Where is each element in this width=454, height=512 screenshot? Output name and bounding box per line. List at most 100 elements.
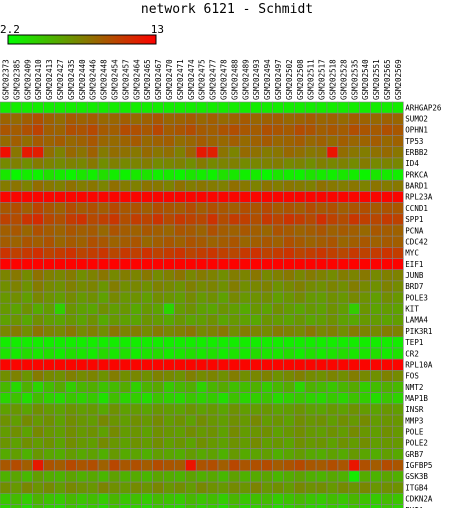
heatmap-cell <box>304 213 317 226</box>
heatmap-cell <box>0 481 12 494</box>
heatmap-cell <box>370 124 382 136</box>
heatmap-cell <box>315 504 328 512</box>
heatmap-cell <box>32 437 44 449</box>
heatmap-cell <box>152 258 164 270</box>
heatmap-cell <box>130 213 143 226</box>
heatmap-cell <box>315 325 328 338</box>
row-label: ITGB4 <box>405 483 428 492</box>
heatmap-cell <box>141 302 153 315</box>
heatmap-cell <box>43 302 55 315</box>
heatmap-cell <box>108 381 121 393</box>
heatmap-cell <box>228 470 241 483</box>
heatmap-cell <box>10 414 23 427</box>
heatmap-cell <box>76 370 88 382</box>
heatmap-cell <box>206 291 219 304</box>
heatmap-cell <box>272 124 284 136</box>
heatmap-cell <box>392 157 404 170</box>
heatmap-cell <box>315 392 328 405</box>
heatmap-cell <box>54 202 66 215</box>
heatmap-cell <box>348 347 360 360</box>
heatmap-cell <box>141 291 153 304</box>
heatmap-cell <box>130 325 143 338</box>
heatmap-cell <box>304 370 317 382</box>
heatmap-cell <box>108 124 121 136</box>
heatmap-cell <box>228 168 241 181</box>
heatmap-cell <box>293 224 306 237</box>
heatmap-cell <box>97 112 110 125</box>
heatmap-cell <box>54 459 66 472</box>
heatmap-cell <box>381 101 393 114</box>
heatmap-cell <box>141 191 153 203</box>
heatmap-cell <box>65 481 77 494</box>
heatmap-cell <box>392 269 404 282</box>
heatmap-cell <box>283 191 295 203</box>
heatmap-cell <box>348 224 360 237</box>
heatmap-cell <box>54 179 66 192</box>
heatmap-cell <box>239 135 252 148</box>
heatmap-cell <box>185 358 197 371</box>
heatmap-cell <box>217 358 230 371</box>
heatmap-cell <box>359 302 371 315</box>
heatmap-cell <box>108 459 121 472</box>
heatmap-cell <box>206 381 219 393</box>
heatmap-cell <box>272 224 284 237</box>
heatmap-cell <box>141 325 153 338</box>
heatmap-cell <box>97 392 110 405</box>
heatmap-cell <box>261 381 273 393</box>
heatmap-cell <box>304 325 317 338</box>
heatmap-cell <box>32 258 44 270</box>
row-label: RPL10A <box>405 360 433 369</box>
heatmap-cell <box>119 370 132 382</box>
heatmap-cell <box>185 314 197 326</box>
heatmap-cell <box>392 347 404 360</box>
heatmap-cell <box>152 202 164 215</box>
heatmap-cell <box>206 470 219 483</box>
heatmap-cell <box>119 202 132 215</box>
heatmap-cell <box>217 347 230 360</box>
heatmap-cell <box>119 168 132 181</box>
heatmap-cell <box>119 101 132 114</box>
heatmap-cell <box>283 146 295 159</box>
heatmap-cell <box>0 325 12 338</box>
heatmap-cell <box>304 247 317 259</box>
row-label: IGFBP5 <box>405 461 432 470</box>
heatmap-cell <box>206 168 219 181</box>
row-label: ERBB2 <box>405 148 428 157</box>
row-label: POLE3 <box>405 293 428 302</box>
column-label: GSM202446 <box>89 59 98 100</box>
heatmap-cell <box>185 112 197 125</box>
heatmap-cell <box>21 135 33 148</box>
heatmap-cell <box>348 370 360 382</box>
heatmap-cell <box>217 392 230 405</box>
heatmap-cell <box>141 280 153 293</box>
heatmap-cell <box>130 381 143 393</box>
heatmap-cell <box>228 269 241 282</box>
heatmap-cell <box>217 504 230 512</box>
column-label: GSM202435 <box>67 59 76 100</box>
heatmap-cell <box>250 191 262 203</box>
heatmap-cell <box>97 437 110 449</box>
heatmap-cell <box>239 325 252 338</box>
heatmap-cell <box>348 392 360 405</box>
column-label: GSM202467 <box>154 59 163 100</box>
heatmap-cell <box>10 314 23 326</box>
heatmap-cell <box>293 112 306 125</box>
heatmap-cell <box>315 381 328 393</box>
heatmap-cell <box>65 470 77 483</box>
heatmap-cell <box>54 101 66 114</box>
heatmap-cell <box>97 157 110 170</box>
heatmap-cell <box>337 291 350 304</box>
heatmap-cell <box>337 492 350 505</box>
heatmap-cell <box>228 101 241 114</box>
heatmap-cell <box>185 124 197 136</box>
heatmap-cell <box>283 213 295 226</box>
heatmap-cell <box>304 112 317 125</box>
heatmap-cell <box>163 135 175 148</box>
heatmap-cell <box>86 157 99 170</box>
heatmap-cell <box>206 101 219 114</box>
heatmap-cell <box>21 302 33 315</box>
heatmap-cell <box>261 347 273 360</box>
heatmap-cell <box>348 470 360 483</box>
heatmap-cell <box>381 191 393 203</box>
heatmap-cell <box>272 470 284 483</box>
